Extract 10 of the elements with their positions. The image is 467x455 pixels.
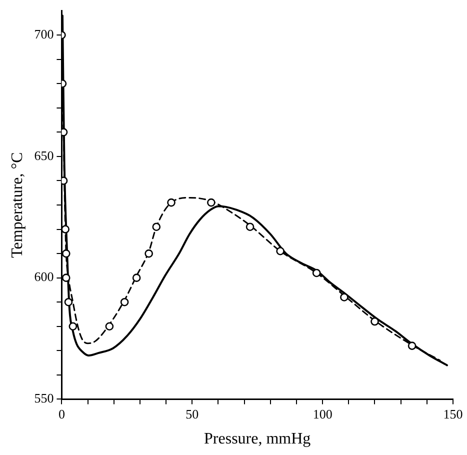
x-tick-label: 50 xyxy=(186,406,199,422)
y-tick-label: 550 xyxy=(34,390,54,406)
x-tick-label: 150 xyxy=(443,406,463,422)
y-tick-label: 700 xyxy=(34,26,54,42)
y-tick-label: 650 xyxy=(34,148,54,163)
x-tick-label: 0 xyxy=(58,406,65,422)
x-axis-title: Pressure, mmHg xyxy=(204,430,311,448)
y-axis-title: Temperature, °C xyxy=(8,152,26,258)
y-tick-label: 600 xyxy=(34,269,54,284)
x-tick-label: 100 xyxy=(312,406,332,422)
